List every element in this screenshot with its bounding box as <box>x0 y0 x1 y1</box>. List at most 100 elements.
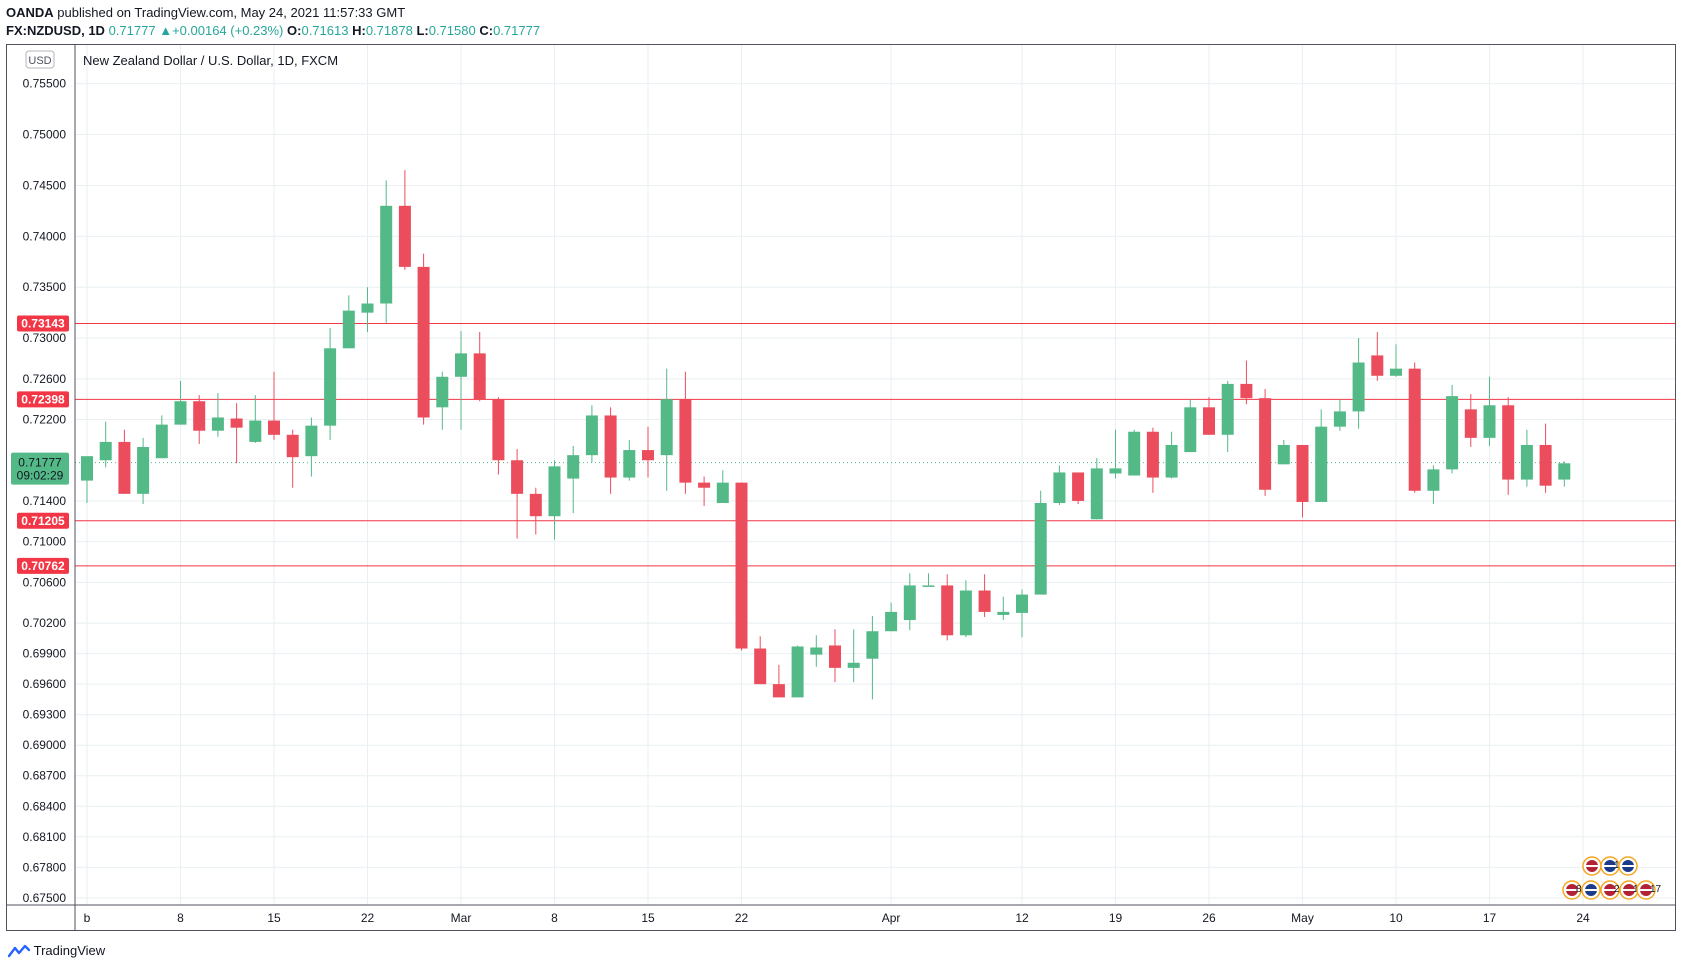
candle-body <box>1315 426 1328 502</box>
candle-body <box>1109 468 1122 474</box>
y-tick-label: 0.68700 <box>23 769 67 783</box>
candle-body <box>211 417 224 431</box>
candle-body <box>361 303 374 313</box>
candle-body <box>174 401 187 425</box>
event-count-label: 17 <box>1650 884 1662 895</box>
y-tick-label: 0.69000 <box>23 738 67 752</box>
candle-body <box>1259 398 1272 490</box>
symbol-label[interactable]: FX:NZDUSD, 1D <box>6 23 105 38</box>
candle-body <box>810 647 823 655</box>
change-arrow-icon: ▲ <box>159 23 173 38</box>
candle-body <box>548 466 561 517</box>
y-tick-label: 0.69300 <box>23 708 67 722</box>
candle-body <box>1464 409 1477 438</box>
published-text: published on TradingView.com, May 24, 20… <box>57 5 406 20</box>
x-tick-label: b <box>84 911 91 925</box>
candle-body <box>997 611 1010 615</box>
candle-body <box>436 376 449 408</box>
candle-body <box>604 415 617 478</box>
y-tick-label: 0.67500 <box>23 891 67 905</box>
candle-body <box>754 648 767 685</box>
y-tick-label: 0.71000 <box>23 535 67 549</box>
candle-body <box>735 482 748 649</box>
candle-body <box>922 585 935 587</box>
level-tag-bg <box>17 557 69 574</box>
publish-line: OANDA published on TradingView.com, May … <box>6 5 405 20</box>
y-tick-label: 0.69600 <box>23 677 67 691</box>
us-flag-stripe-icon <box>1640 889 1652 891</box>
candle-body <box>1203 407 1215 435</box>
chart-title: New Zealand Dollar / U.S. Dollar, 1D, FX… <box>83 53 338 68</box>
candle-body <box>660 399 673 456</box>
footer-brand[interactable]: TradingView <box>8 942 105 958</box>
candle-body <box>642 450 654 461</box>
candle-body <box>1146 431 1159 478</box>
candle-body <box>1277 444 1290 465</box>
y-tick-label: 0.73000 <box>23 331 67 345</box>
last-price-tag-countdown: 09:02:29 <box>17 469 64 483</box>
candle-body <box>398 205 411 267</box>
candle-body <box>791 646 804 698</box>
currency-badge[interactable]: USD <box>28 55 51 67</box>
candle-body <box>1539 444 1552 486</box>
candle-body <box>342 310 355 349</box>
event-count-label: 8 <box>1576 884 1582 895</box>
y-tick-label: 0.68100 <box>23 830 67 844</box>
y-tick-label: 0.67800 <box>23 860 67 874</box>
candle-body <box>230 418 243 428</box>
level-tag-bg <box>17 315 69 332</box>
x-tick-label: 8 <box>551 911 558 925</box>
candle-body <box>941 585 954 636</box>
candle-body <box>193 401 206 431</box>
candle-body <box>118 441 131 494</box>
candle-body <box>81 456 93 481</box>
low-label: L: <box>416 23 429 38</box>
last-price-tag-value: 0.71777 <box>18 456 62 470</box>
x-tick-label: 12 <box>1015 911 1029 925</box>
candle-body <box>1390 368 1402 376</box>
currency-badge-box[interactable] <box>25 50 55 69</box>
y-tick-label: 0.72200 <box>23 413 67 427</box>
candle-body <box>1090 468 1103 520</box>
candle-body <box>1240 383 1253 399</box>
x-tick-label: May <box>1291 911 1314 925</box>
candle-body <box>137 447 150 494</box>
nz-flag-stripe-icon <box>1604 865 1616 867</box>
y-tick-label: 0.70600 <box>23 575 67 589</box>
candle-body <box>1034 502 1047 595</box>
candle-body <box>99 441 112 461</box>
candle-body <box>492 399 505 461</box>
x-tick-label: 15 <box>641 911 655 925</box>
publisher-name: OANDA <box>6 5 54 20</box>
x-tick-label: 10 <box>1389 911 1403 925</box>
level-tag-bg <box>17 391 69 408</box>
candle-body <box>155 424 168 459</box>
candle-body <box>716 482 729 503</box>
us-flag-stripe-icon <box>1623 889 1635 891</box>
y-tick-label: 0.68400 <box>23 799 67 813</box>
candle-body <box>1333 411 1346 427</box>
close-value: 0.71777 <box>493 23 541 38</box>
open-value: 0.71613 <box>301 23 349 38</box>
candle-body <box>959 590 972 636</box>
candle-body <box>1072 472 1085 501</box>
x-tick-label: 8 <box>177 911 184 925</box>
candle-body <box>567 455 580 479</box>
level-tag-label: 0.72398 <box>21 392 65 406</box>
candle-body <box>455 353 467 377</box>
candle-body <box>380 205 393 304</box>
level-tag-label: 0.71205 <box>21 514 65 528</box>
candle-body <box>1221 383 1234 435</box>
chart-frame[interactable] <box>6 44 1676 931</box>
nz-flag-stripe-icon <box>1585 889 1597 891</box>
us-flag-stripe-icon <box>1586 865 1598 867</box>
x-tick-label: 26 <box>1202 911 1216 925</box>
event-count-label: 2 <box>1614 884 1620 895</box>
symbol-legend: FX:NZDUSD, 1D 0.71777 ▲+0.00164 (+0.23%)… <box>6 23 540 38</box>
brand-name: TradingView <box>33 943 106 959</box>
level-tag-label: 0.73143 <box>21 317 65 331</box>
y-tick-label: 0.70200 <box>23 616 67 630</box>
open-label: O: <box>287 23 302 38</box>
candle-body <box>585 415 598 456</box>
